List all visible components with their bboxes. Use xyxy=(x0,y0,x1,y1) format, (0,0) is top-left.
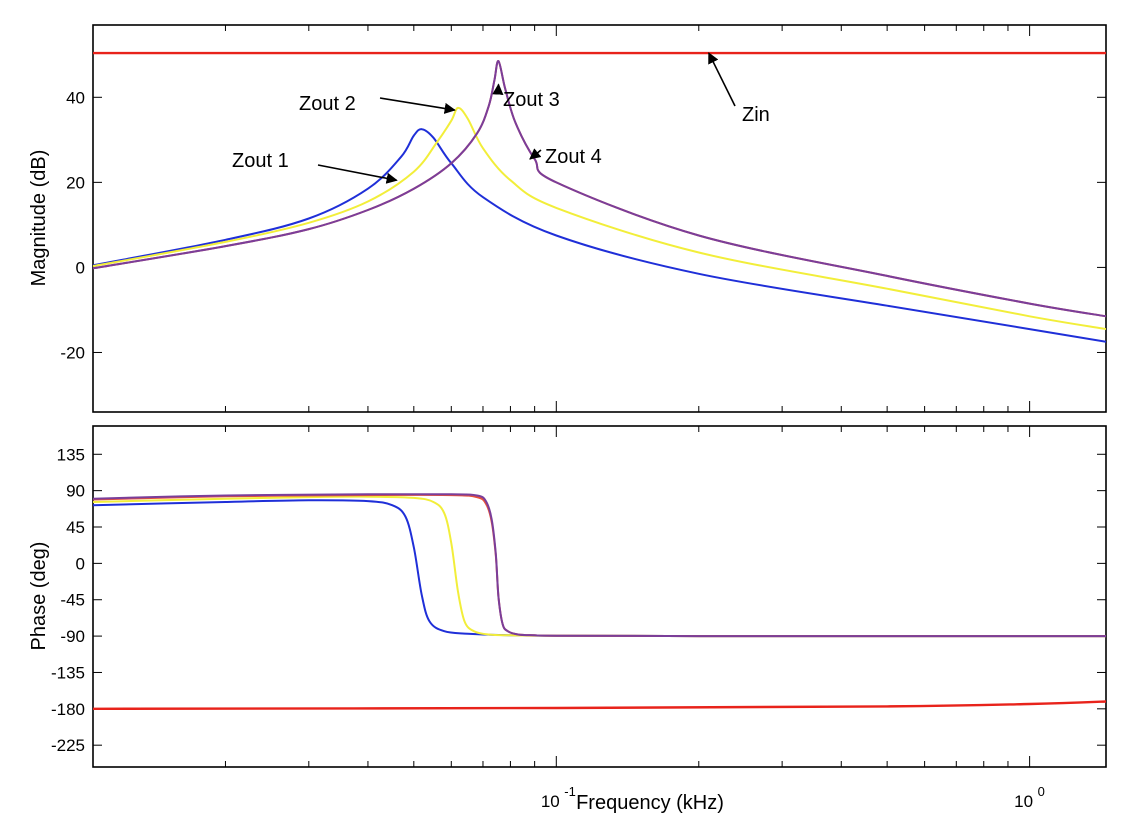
y-tick-label: -135 xyxy=(51,663,85,682)
annotation-arrow-zout-2 xyxy=(379,97,456,114)
x-tick-label-exponent: -1 xyxy=(564,784,576,799)
annotation-arrow-zin xyxy=(708,52,736,107)
magnitude-series-group xyxy=(93,51,1106,343)
magnitude-panel: 40 20 0 -20 Magnitude (dB) Zout 1 Zout 2 Zout 3… xyxy=(28,24,1107,413)
annotation-zout-3: Zout 3 xyxy=(503,89,560,111)
magnitude-series-zout-3 xyxy=(93,60,1106,318)
magnitude-annotations: Zout 1 Zout 2 Zout 3 Zout 4 Zin xyxy=(232,52,770,184)
x-tick-label: 10 xyxy=(1014,792,1033,811)
x-tick-label: 10 xyxy=(541,792,560,811)
y-tick-label: -225 xyxy=(51,736,85,755)
phase-series-zout-3 xyxy=(93,493,1106,638)
magnitude-x-ticks xyxy=(224,25,1031,412)
phase-x-axis-label: Frequency (kHz) xyxy=(576,792,724,814)
magnitude-y-axis-label: Magnitude (dB) xyxy=(28,150,50,287)
y-tick-label: 135 xyxy=(57,445,85,464)
annotation-zin: Zin xyxy=(742,104,770,126)
phase-series-zin xyxy=(93,700,1106,710)
y-tick-label: 45 xyxy=(66,518,85,537)
phase-series-group xyxy=(93,493,1106,710)
annotation-arrow-zout-1 xyxy=(317,164,398,184)
phase-series-zout-4 xyxy=(93,493,1106,638)
phase-series-zout-2 xyxy=(93,495,1106,638)
y-tick-label: 0 xyxy=(76,258,85,277)
y-tick-label: 20 xyxy=(66,173,85,192)
phase-series-zout-1 xyxy=(93,499,1106,638)
magnitude-axes-frame xyxy=(92,24,1107,413)
annotation-arrow-zout-3 xyxy=(492,83,504,95)
x-tick-label-exponent: 0 xyxy=(1038,784,1045,799)
y-tick-label: 90 xyxy=(66,482,85,501)
magnitude-series-zout-2 xyxy=(93,106,1106,331)
phase-y-ticks: 135 90 45 0 -45 -90 -135 -180 -225 xyxy=(51,445,1106,755)
y-tick-label: -45 xyxy=(60,591,85,610)
annotation-zout-4: Zout 4 xyxy=(545,146,602,168)
y-tick-label: -90 xyxy=(60,627,85,646)
y-tick-label: -180 xyxy=(51,700,85,719)
y-tick-label: 40 xyxy=(66,88,85,107)
annotation-zout-2: Zout 2 xyxy=(299,93,356,115)
phase-y-axis-label: Phase (deg) xyxy=(28,542,50,651)
y-tick-label: -20 xyxy=(60,343,85,362)
magnitude-series-zout-1 xyxy=(93,128,1106,343)
phase-x-ticks xyxy=(224,426,1031,767)
magnitude-series-zout-4 xyxy=(93,60,1106,318)
phase-x-tick-labels: 10 -1 10 0 xyxy=(541,784,1045,811)
magnitude-y-ticks: 40 20 0 -20 xyxy=(60,88,1106,362)
phase-axes-frame xyxy=(92,425,1107,768)
y-tick-label: 0 xyxy=(76,554,85,573)
annotation-arrow-zout-4 xyxy=(529,148,542,160)
annotation-zout-1: Zout 1 xyxy=(232,150,289,172)
